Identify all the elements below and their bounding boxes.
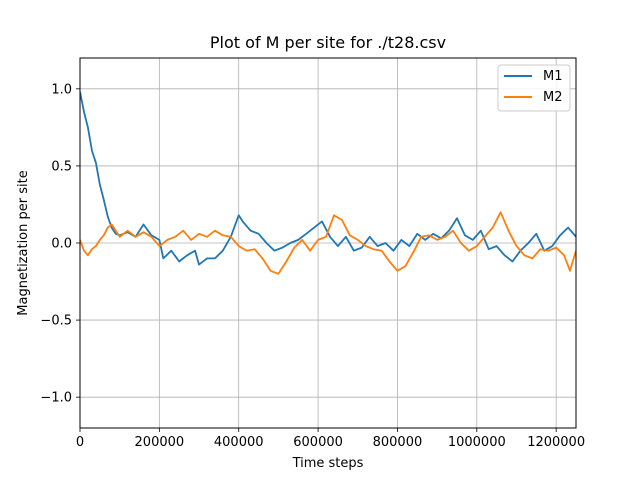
x-tick-label: 1200000: [527, 435, 585, 450]
y-tick-label: 0.0: [51, 237, 72, 252]
y-tick-label: 1.0: [51, 82, 72, 97]
y-axis-label: Magnetization per site: [16, 170, 31, 315]
y-tick-label: 0.5: [51, 159, 72, 174]
x-tick-label: 0: [76, 435, 84, 450]
x-axis-ticks: 0 200000 400000 600000 800000 1000000 1200000: [76, 428, 585, 450]
legend-label-m1: M1: [543, 69, 563, 84]
y-tick-label: −1.0: [40, 391, 72, 406]
chart-title: Plot of M per site for ./t28.csv: [210, 33, 446, 52]
plot-lines: [80, 91, 576, 275]
x-axis-label: Time steps: [292, 456, 364, 471]
y-tick-label: −0.5: [40, 314, 72, 329]
x-tick-label: 200000: [135, 435, 185, 450]
grid: [79, 58, 576, 428]
legend: M1 M2: [497, 64, 571, 112]
x-tick-label: 400000: [214, 435, 264, 450]
x-tick-label: 800000: [373, 435, 423, 450]
x-tick-label: 600000: [293, 435, 343, 450]
x-tick-label: 1000000: [448, 435, 506, 450]
series-line-m1: [80, 91, 576, 266]
y-axis-ticks: −1.0 −0.5 0.0 0.5 1.0: [40, 82, 80, 406]
series-line-m2: [80, 211, 576, 275]
legend-label-m2: M2: [543, 90, 563, 105]
